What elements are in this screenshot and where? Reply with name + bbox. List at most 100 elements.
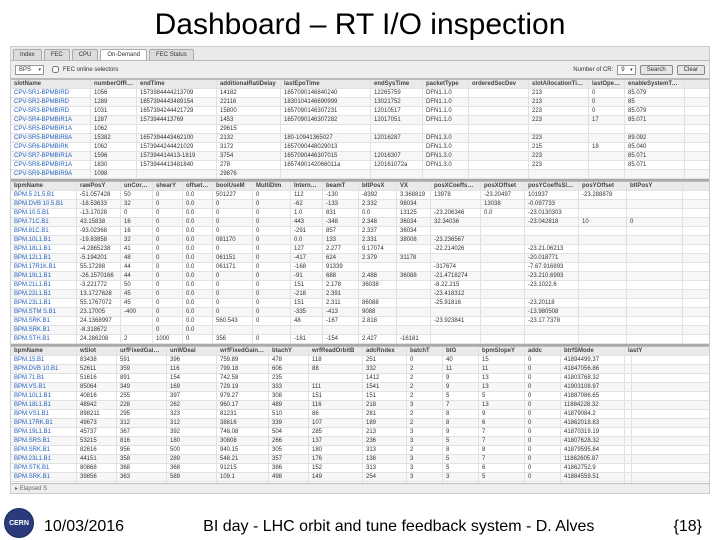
table-row[interactable]: CPV-SR1-BPMBIRD1056157398444421370914182… [11, 89, 709, 98]
table-row[interactable]: CPV-SR3-BPMBIRD1031165739424442172915800… [11, 107, 709, 116]
table-row[interactable]: BPM.SRK.B124.136899700.0560.543048-1672.… [11, 317, 709, 326]
column-header[interactable]: unCorrVY [121, 182, 153, 190]
table-row[interactable]: CPV-SR5-BPMBIR1A106229615 [11, 125, 709, 134]
counter-value[interactable]: 9 [617, 65, 635, 75]
column-header[interactable]: wSlot [77, 347, 117, 355]
column-header[interactable]: unWDeal [167, 347, 217, 355]
column-header[interactable]: offsetUncorr [183, 182, 213, 190]
table-cell [627, 191, 683, 199]
column-header[interactable]: adcRndex [363, 347, 407, 355]
column-header[interactable]: lastY [625, 347, 646, 355]
clear-button[interactable]: Clear [677, 65, 705, 75]
table-row[interactable]: BPM.23L1.B155.17670724500.0001512.311860… [11, 299, 709, 308]
column-header[interactable]: bltPosX [359, 182, 397, 190]
table-cell: 368 [117, 464, 167, 472]
table-row[interactable]: BPM.15.B183438591396759.8947811825104015… [11, 356, 709, 365]
table-row[interactable]: BPM.DVB 10.5.B1-18.536333200.000-62-1332… [11, 200, 709, 209]
table-cell: BPM.10L1.B1 [11, 236, 77, 244]
table-row[interactable]: BPM.71.B151616891154742.5823514122913041… [11, 374, 709, 383]
table-row[interactable]: BPM.12L1.B1-5.1942014800.00611510-417624… [11, 254, 709, 263]
column-header[interactable]: btachY [269, 347, 309, 355]
table-row[interactable]: BPM.23L1.B144151358289548.21357176138357… [11, 455, 709, 464]
column-header[interactable]: btG [443, 347, 479, 355]
column-header[interactable]: enableSystemToolkit [625, 80, 685, 88]
tab-index[interactable]: Index [13, 49, 42, 60]
column-header[interactable]: endSysTime [371, 80, 423, 88]
column-header[interactable]: endTime [137, 80, 217, 88]
column-header[interactable]: slotName [11, 80, 91, 88]
table-row[interactable]: BPM.19L1.B1-26.15701664400.000-916882.48… [11, 272, 709, 281]
table-row[interactable]: BPM.10L1.B1-19.838583200.008117000.01332… [11, 236, 709, 245]
column-header[interactable]: wrfReadOrbitB [309, 347, 363, 355]
column-header[interactable]: btrfSMode [561, 347, 625, 355]
column-header[interactable]: bpmSlopeY [479, 347, 525, 355]
table-cell: 85.071 [625, 152, 685, 160]
table-row[interactable]: BPM.18L1.B1-4.28652384100.0001272.2779.1… [11, 245, 709, 254]
tab-on-demand[interactable]: On-Demand [100, 49, 147, 60]
table-row[interactable]: CPV-SR7-BPMBIR1A1596157394414413-1819375… [11, 152, 709, 161]
column-header[interactable]: VX [397, 182, 431, 190]
table-row[interactable]: CPV-SR5-BPMBIR8A153821657394443462100213… [11, 134, 709, 143]
table-row[interactable]: BPM.10.5.B1-13.17028000.0001.08310.01312… [11, 209, 709, 218]
table-row[interactable]: BPM.18L1.B148942228262960.17489116218371… [11, 401, 709, 410]
table-row[interactable]: BPM.81C.B1-93.023681600.000-2918572.3373… [11, 227, 709, 236]
search-button[interactable]: Search [640, 65, 673, 75]
table-cell: 45 [121, 299, 153, 307]
table-row[interactable]: CPV-SR8-BPMBIR1A183015739444134818402781… [11, 161, 709, 170]
table-cell [579, 227, 627, 235]
column-header[interactable]: batchT [407, 347, 443, 355]
table-row[interactable]: BPM.SRK.B139856363589109.149814925433504… [11, 473, 709, 482]
table-row[interactable]: CPV-SR2-BPMBIRD1289165739444348915422116… [11, 98, 709, 107]
column-header[interactable]: posXOffset [481, 182, 525, 190]
table-row[interactable]: CPV-SR6-BPMBIRK1062157394424442102931721… [11, 143, 709, 152]
column-header[interactable]: lastEpoTime [281, 80, 371, 88]
column-header[interactable]: packetType [423, 80, 469, 88]
column-header[interactable]: rawPosY [77, 182, 121, 190]
table-row[interactable]: CPV-SR4-BPMBIR1A128715739444137691453165… [11, 116, 709, 125]
table-row[interactable]: BPM.19L1.B145737367392748.08504285213397… [11, 428, 709, 437]
table-row[interactable]: BPM.SRK.B182616956500940.153051803132880… [11, 446, 709, 455]
column-header[interactable]: boolUseM [213, 182, 253, 190]
table-row[interactable]: BPM.SRS.B1532158161803080826613723635704… [11, 437, 709, 446]
column-header[interactable]: additionalRatiDelay [217, 80, 281, 88]
table-row[interactable]: BPM.VS.B185064349169729.1933311115412913… [11, 383, 709, 392]
table-row[interactable]: BPM.STK.B1808683683689121538615231335604… [11, 464, 709, 473]
table-row[interactable]: BPM.SRK.B1-8.31867200.0 [11, 326, 709, 335]
column-header[interactable]: wrfFixedGainDb [217, 347, 269, 355]
table-cell: 0 [253, 308, 291, 316]
column-header[interactable]: posYCoeffsSlope [525, 182, 579, 190]
column-header[interactable]: shearY [153, 182, 183, 190]
column-header[interactable]: numberOfReader [91, 80, 137, 88]
table-row[interactable]: BPM.17RK.B149673312312388163391071892860… [11, 419, 709, 428]
column-header[interactable]: posYOffset [579, 182, 627, 190]
table-row[interactable]: BPM.5 21.5.B1-51.0574285000.05012270112-… [11, 191, 709, 200]
column-header[interactable]: bltPosY [627, 182, 683, 190]
tab-fec-status[interactable]: FEC Status [149, 49, 194, 60]
column-header[interactable]: lastOpenSourceFilters [589, 80, 625, 88]
table-row[interactable]: BPM.21L1.B1-3.2217725000.0001512.1783603… [11, 281, 709, 290]
table-row[interactable]: BPM.71C.B143.158381600.000443-3482.34836… [11, 218, 709, 227]
source-dropdown[interactable]: BPS [15, 65, 44, 75]
column-header[interactable]: MultiDim [253, 182, 291, 190]
column-header[interactable]: bpmName [11, 347, 77, 355]
column-header[interactable]: urfFixedGainFB [117, 347, 167, 355]
table-cell: 32.34036 [431, 218, 481, 226]
online-selectors-checkbox[interactable]: FEC online selectors [48, 63, 118, 76]
table-row[interactable]: CPV-SR9-BPMBIR9A109829876 [11, 170, 709, 179]
column-header[interactable]: beamT [323, 182, 359, 190]
table-row[interactable]: BPM.STH.B124.2862082100003560-181-1542.4… [11, 335, 709, 344]
table-row[interactable]: BPM.DVB 10.B152611359116799.186068833221… [11, 365, 709, 374]
tab-fec[interactable]: FEC [44, 49, 70, 60]
column-header[interactable]: posXCoeffsSlope [431, 182, 481, 190]
table-row[interactable]: BPM.22L1.B113.17276284500.000-2182.391-2… [11, 290, 709, 299]
table-row[interactable]: BPM.VS1.B1898211295323812315108628128904… [11, 410, 709, 419]
column-header[interactable]: InternalPos [291, 182, 323, 190]
column-header[interactable]: bpmName [11, 182, 77, 190]
table-row[interactable]: BPM.10L1.B140816255397979.27308151151255… [11, 392, 709, 401]
column-header[interactable]: orderedSecDev [469, 80, 529, 88]
column-header[interactable]: addc [525, 347, 561, 355]
table-row[interactable]: BPM.STM S.B123.17005-40000.000-335-41390… [11, 308, 709, 317]
column-header[interactable]: slotAllocationTime [529, 80, 589, 88]
table-row[interactable]: BPM.17R1K.B155.172884400.00611710-168913… [11, 263, 709, 272]
tab-cpu[interactable]: CPU [72, 49, 99, 60]
